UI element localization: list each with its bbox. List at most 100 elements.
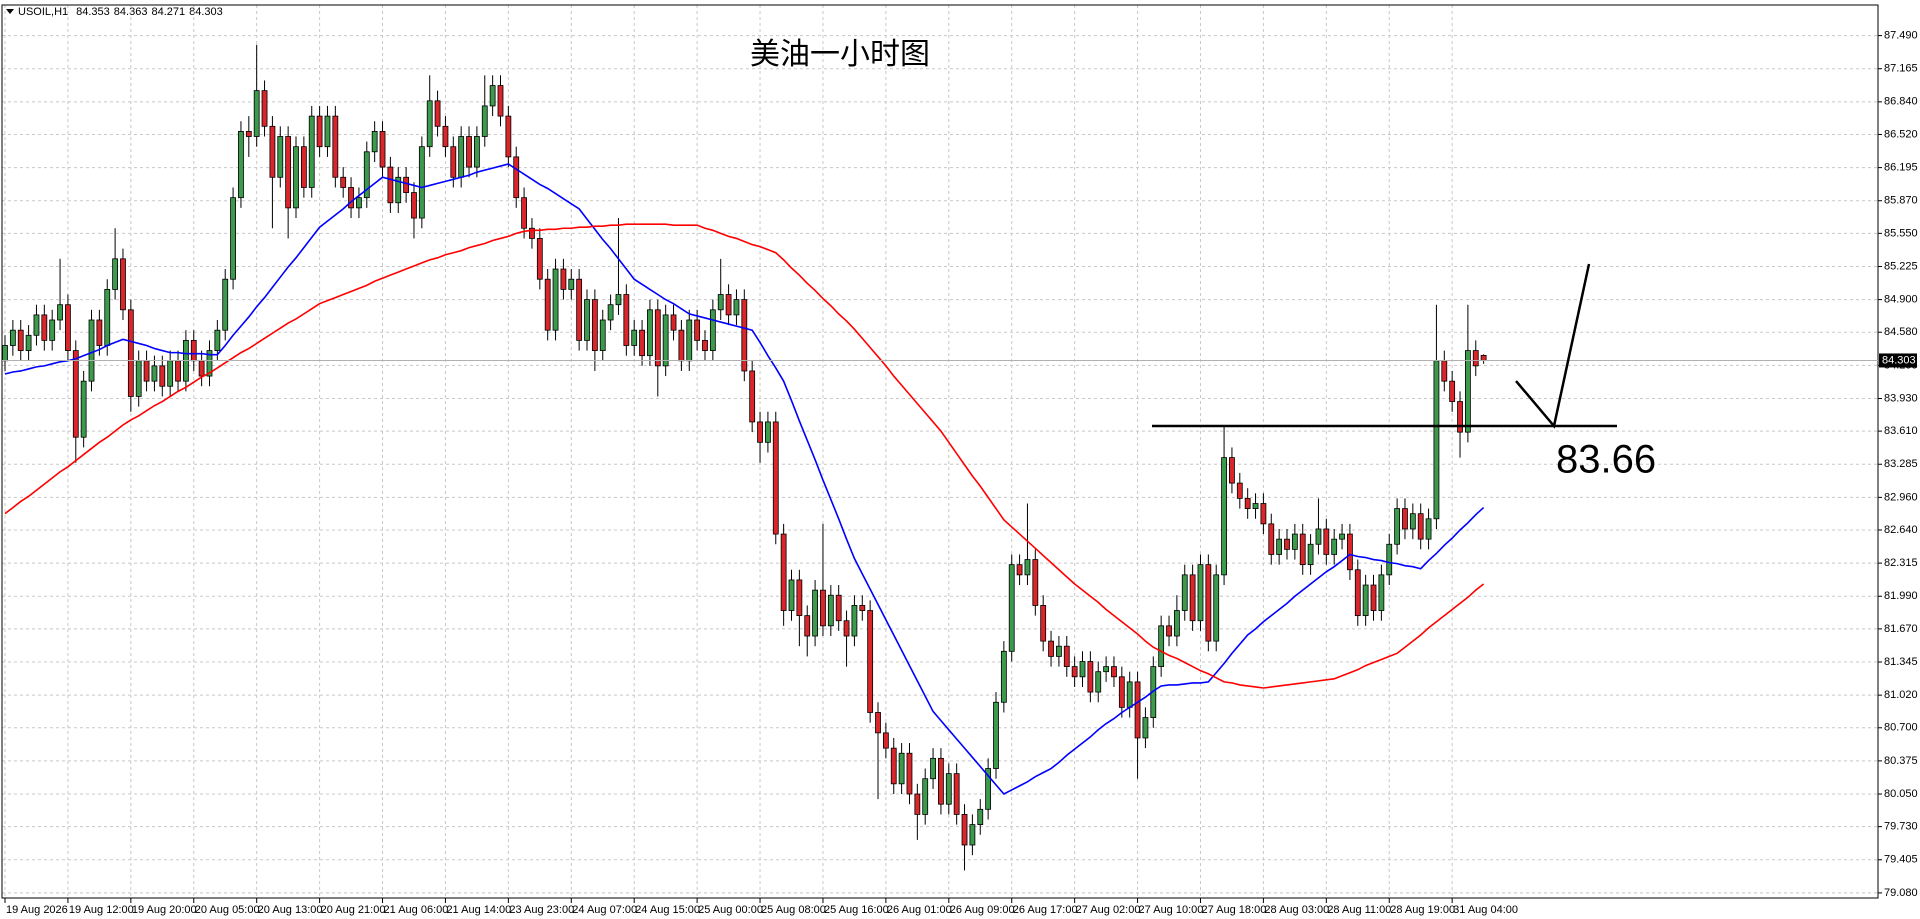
candle-body (80, 380, 87, 438)
candle-body (1087, 661, 1094, 693)
candle-body (560, 268, 567, 290)
x-tick-label: 26 Aug 17:00 (1013, 904, 1078, 916)
candle-body (961, 814, 968, 846)
candle-body (127, 309, 134, 397)
x-tick-label: 20 Aug 05:00 (195, 904, 260, 916)
candle-body (49, 319, 56, 341)
candle-body (536, 238, 543, 280)
candle-body (112, 258, 119, 290)
candle-body (812, 589, 818, 637)
candle-body (1291, 533, 1298, 550)
candle-body (1221, 457, 1227, 576)
candle-body (1252, 503, 1259, 509)
candle-body (882, 732, 889, 749)
candle-body (702, 339, 708, 351)
moving-average (4, 163, 1485, 796)
candle-body (1307, 543, 1314, 566)
candle-body (1417, 513, 1424, 540)
candle-body (300, 146, 307, 188)
candle-body (198, 360, 205, 377)
candle-body (568, 278, 575, 290)
candle-body (529, 227, 535, 239)
candle-body (238, 131, 244, 199)
candle-body (293, 146, 299, 209)
y-tick-label: 81.345 (1884, 656, 1918, 668)
candle-body (906, 752, 913, 795)
candle-body (1354, 569, 1361, 617)
candle-body (757, 421, 763, 443)
last-open: 84.353 (76, 6, 110, 18)
candle-body (473, 136, 480, 168)
candle-body (371, 131, 378, 153)
candle-body (875, 712, 881, 734)
candle-body (1213, 574, 1220, 642)
candle-body (466, 136, 472, 168)
candle-body (356, 197, 362, 209)
candle-body (647, 309, 653, 357)
candle-body (135, 360, 142, 397)
candle-body (985, 768, 992, 810)
candle-body (1284, 538, 1290, 550)
y-tick-label: 81.020 (1884, 689, 1918, 701)
candle-body (741, 299, 748, 372)
candle-body (859, 605, 866, 611)
candle-body (57, 304, 63, 321)
candle-body (1126, 681, 1133, 708)
candle-body (1056, 645, 1062, 657)
candle-body (269, 125, 276, 178)
candle-body (1433, 360, 1440, 520)
candle-body (1244, 497, 1251, 509)
y-tick-label: 79.405 (1884, 854, 1918, 866)
candle-body (662, 314, 669, 367)
candle-body (639, 329, 645, 357)
price-box (1879, 353, 1917, 368)
candle-body (1425, 518, 1432, 540)
candle-body (1347, 533, 1353, 571)
candle-body (827, 594, 834, 627)
candle-body (623, 294, 630, 346)
candle-body (544, 278, 551, 331)
candle-body (1189, 574, 1196, 622)
candle-body (796, 579, 803, 617)
candle-body (670, 314, 677, 331)
y-tick-label: 85.550 (1884, 227, 1918, 239)
candle-body (576, 278, 583, 341)
x-tick-label: 24 Aug 15:00 (635, 904, 700, 916)
candle-body (993, 701, 999, 769)
x-tick-label: 28 Aug 19:00 (1390, 904, 1455, 916)
y-tick-label: 81.990 (1884, 590, 1918, 602)
candle-body (1063, 645, 1070, 667)
candle-body (348, 187, 354, 209)
candle-body (505, 115, 512, 158)
candle-body (104, 289, 111, 346)
candle-body (1079, 661, 1086, 678)
y-tick-label: 79.080 (1884, 887, 1918, 899)
check-arrow (1515, 263, 1591, 429)
candle-body (1386, 543, 1393, 576)
candle-body (890, 747, 897, 785)
x-tick-label: 21 Aug 06:00 (384, 904, 449, 916)
y-tick-label: 83.285 (1884, 458, 1918, 470)
candle-body (591, 299, 598, 351)
candle-body (2, 345, 8, 362)
moving-average (4, 223, 1485, 689)
y-tick-label: 82.960 (1884, 491, 1918, 503)
candle-body (804, 615, 811, 637)
candle-body (788, 579, 795, 611)
candle-body (1205, 564, 1212, 642)
candle-body (245, 131, 252, 137)
y-tick-label: 84.580 (1884, 326, 1918, 338)
candle-body (694, 319, 701, 341)
y-tick-label: 85.225 (1884, 260, 1918, 272)
candle-body (1402, 508, 1408, 530)
y-tick-label: 87.490 (1884, 29, 1918, 41)
candle-body (1040, 605, 1047, 642)
candle-body (1181, 574, 1188, 611)
candle-body (922, 778, 929, 815)
candle-body (1472, 350, 1479, 367)
y-tick-label: 83.610 (1884, 425, 1918, 437)
candle-body (631, 329, 638, 346)
candle-body (143, 360, 150, 382)
candle-body (1339, 533, 1345, 540)
candle-body (9, 329, 16, 346)
